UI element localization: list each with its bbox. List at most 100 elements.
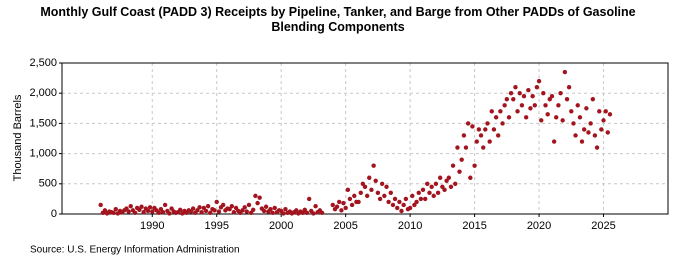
data-point (369, 187, 374, 193)
data-point (304, 210, 310, 215)
data-point (162, 202, 168, 208)
x-tick-label: 2005 (333, 220, 357, 232)
data-point (558, 91, 563, 96)
x-tick-label: 2010 (398, 220, 422, 232)
data-point (476, 127, 482, 132)
data-point (536, 78, 542, 84)
y-tick-label: 1,000 (29, 148, 57, 160)
data-point (345, 187, 351, 193)
data-point (448, 184, 454, 190)
data-point (442, 187, 447, 193)
data-point (425, 181, 430, 186)
data-point (392, 196, 398, 202)
data-point (330, 202, 335, 208)
data-point (534, 84, 540, 90)
data-point (414, 199, 419, 205)
data-point (517, 91, 522, 96)
data-point (251, 207, 256, 212)
x-tick-label: 1990 (140, 220, 164, 232)
data-point (98, 202, 103, 208)
y-axis-label: Thousand Barrels (12, 94, 24, 181)
data-point (420, 187, 426, 193)
data-point (584, 106, 589, 111)
data-point (343, 205, 348, 211)
data-point (257, 195, 262, 200)
data-point (521, 94, 527, 99)
data-point (513, 84, 518, 90)
data-point (367, 175, 372, 180)
data-point (472, 163, 477, 168)
data-point (270, 210, 275, 215)
data-point (113, 206, 118, 212)
data-point (461, 133, 467, 138)
data-point (427, 190, 432, 196)
data-point (214, 199, 219, 205)
data-point (371, 163, 376, 168)
data-point (597, 109, 602, 114)
data-point (205, 203, 211, 209)
data-point (566, 84, 572, 90)
data-point (124, 206, 129, 211)
data-point (261, 208, 267, 214)
data-point (212, 208, 217, 213)
y-tick-label: 0 (51, 208, 57, 220)
data-point (575, 103, 580, 108)
data-point (562, 69, 568, 75)
data-point (500, 121, 505, 126)
data-point (388, 190, 393, 196)
data-point (390, 202, 396, 208)
data-point (603, 109, 608, 114)
data-point (459, 157, 464, 162)
data-point (440, 184, 445, 190)
data-point (571, 121, 576, 126)
y-tick-label: 500 (39, 178, 57, 190)
data-point (132, 210, 138, 215)
data-point (349, 202, 355, 208)
data-point (255, 200, 260, 206)
data-point (156, 210, 161, 215)
data-point (306, 196, 312, 202)
data-point (581, 127, 587, 132)
data-point (339, 208, 344, 213)
data-point (502, 103, 507, 108)
x-tick-label: 1995 (204, 220, 228, 232)
data-point (444, 178, 449, 183)
chart-title: Monthly Gulf Coast (PADD 3) Receipts by … (40, 5, 636, 34)
data-point (601, 118, 606, 123)
data-point (375, 190, 381, 196)
data-point (543, 103, 548, 108)
data-point (384, 184, 389, 190)
data-point (203, 208, 209, 214)
data-point (126, 209, 131, 214)
data-point (551, 139, 557, 144)
data-point (549, 94, 555, 99)
data-point (594, 145, 600, 150)
data-point (313, 203, 318, 209)
x-tick-label: 2000 (269, 220, 293, 232)
data-point (435, 190, 441, 196)
data-point (190, 206, 196, 211)
data-point (352, 193, 357, 199)
data-point (246, 202, 252, 208)
data-point (102, 208, 108, 213)
data-point (573, 133, 578, 138)
data-point (577, 115, 583, 120)
data-point (569, 109, 574, 114)
data-point (147, 205, 153, 210)
data-point (530, 94, 535, 99)
data-point (216, 209, 222, 214)
data-point (599, 127, 604, 132)
data-point (450, 163, 456, 168)
data-point (160, 209, 166, 215)
data-point (401, 202, 406, 208)
data-point (541, 91, 546, 96)
data-point (446, 175, 452, 180)
data-point (373, 178, 378, 183)
data-point (311, 211, 316, 216)
data-point (526, 87, 531, 93)
data-point (382, 193, 387, 199)
data-point (253, 193, 258, 199)
data-point (410, 193, 415, 199)
data-point (523, 115, 529, 120)
